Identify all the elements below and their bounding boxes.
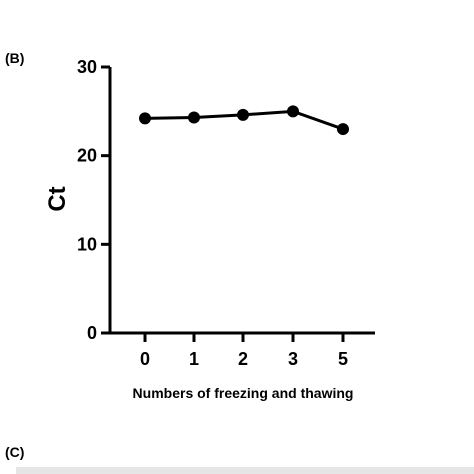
- y-axis-title: Ct: [44, 186, 71, 211]
- x-tick-label: 0: [140, 349, 150, 369]
- y-tick-label: 30: [77, 57, 97, 77]
- data-point-1: [188, 111, 200, 124]
- ticks: 0 10 20 30 0 1 2 3 5: [77, 57, 348, 369]
- y-tick-label: 10: [77, 234, 97, 254]
- x-tick-label: 2: [238, 349, 248, 369]
- y-tick-label: 20: [77, 146, 97, 166]
- panel-label-b: (B): [5, 50, 25, 66]
- series: [139, 105, 349, 136]
- panel-c-top-strip: [16, 467, 474, 474]
- data-point-3: [287, 105, 299, 118]
- panel-label-c: (C): [5, 444, 25, 460]
- data-point-2: [237, 108, 249, 121]
- axes: [108, 67, 375, 335]
- x-tick-label: 1: [189, 349, 199, 369]
- x-axis-title: Numbers of freezing and thawing: [133, 385, 354, 401]
- y-tick-label: 0: [87, 323, 97, 343]
- data-point-5: [337, 123, 349, 136]
- x-tick-label: 5: [338, 349, 348, 369]
- x-tick-label: 3: [288, 349, 298, 369]
- data-point-0: [139, 112, 151, 125]
